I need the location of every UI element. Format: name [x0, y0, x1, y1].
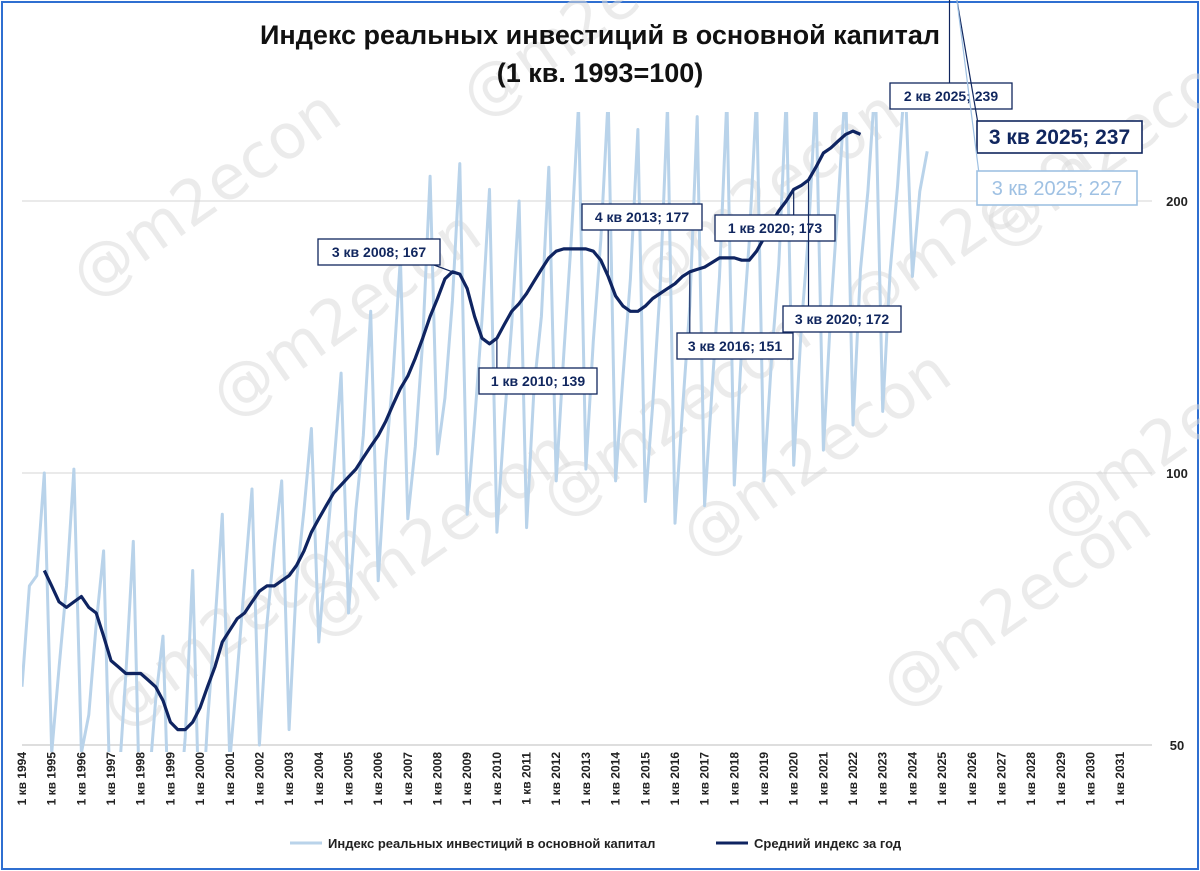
- x-tick-label: 1 кв 2008: [431, 752, 445, 806]
- annotation-box: [976, 170, 1138, 206]
- x-tick-label: 1 кв 2031: [1113, 752, 1127, 806]
- x-tick-label: 1 кв 2025: [935, 752, 949, 806]
- annotation-label: 3 кв 2025; 237: [989, 126, 1130, 149]
- x-tick-label: 1 кв 2006: [371, 752, 385, 806]
- annotation-box: [782, 305, 902, 333]
- y-tick-label: 200: [1166, 194, 1188, 209]
- annotation-label: 3 кв 2020; 172: [795, 311, 889, 327]
- annotation-box: [976, 120, 1143, 154]
- chart-subtitle: (1 кв. 1993=100): [497, 58, 704, 88]
- legend: Индекс реальных инвестиций в основной ка…: [290, 836, 902, 851]
- x-tick-label: 1 кв 2014: [609, 752, 623, 806]
- annotation-label: 1 кв 2010; 139: [491, 373, 585, 389]
- x-tick-label: 1 кв 2023: [876, 752, 890, 806]
- annotation-box: [478, 367, 598, 395]
- x-tick-label: 1 кв 2013: [579, 752, 593, 806]
- chart-title: Индекс реальных инвестиций в основной ка…: [260, 20, 940, 50]
- series-quarterly-index-line: [22, 112, 929, 752]
- annotation-box: [676, 332, 794, 360]
- annotation-label: 2 кв 2025; 239: [904, 88, 998, 104]
- x-tick-label: 1 кв 2001: [223, 752, 237, 806]
- x-tick-label: 1 кв 2016: [668, 752, 682, 806]
- x-tick-label: 1 кв 2011: [520, 752, 534, 805]
- x-tick-label: 1 кв 1998: [134, 752, 148, 806]
- annotation-callout: 3 кв 2025; 227: [956, 0, 1138, 206]
- y-tick-label: 50: [1170, 738, 1184, 753]
- annotation-label: 3 кв 2016; 151: [688, 338, 782, 354]
- x-tick-label: 1 кв 1995: [45, 752, 59, 806]
- y-tick-label: 100: [1166, 466, 1188, 481]
- x-tick-label: 1 кв 2030: [1083, 752, 1097, 806]
- annotation-box: [714, 214, 836, 242]
- x-tick-label: 1 кв 2000: [193, 752, 207, 806]
- annotation-box: [581, 203, 703, 231]
- x-tick-label: 1 кв 2026: [965, 752, 979, 806]
- x-tick-label: 1 кв 2004: [312, 752, 326, 806]
- x-tick-label: 1 кв 1999: [163, 752, 177, 806]
- watermark-text: @m2econ: [197, 194, 494, 432]
- annotation-callout: 1 кв 2020; 173: [714, 189, 836, 242]
- x-tick-label: 1 кв 2017: [698, 752, 712, 806]
- annotation-label: 3 кв 2025; 227: [992, 178, 1123, 200]
- x-tick-label: 1 кв 2005: [341, 752, 355, 806]
- x-tick-label: 1 кв 2015: [638, 752, 652, 806]
- annotation-callout: 3 кв 2025; 237: [956, 0, 1143, 154]
- x-tick-label: 1 кв 1997: [104, 752, 118, 806]
- x-tick-label: 1 кв 2029: [1054, 752, 1068, 806]
- legend-label-annual: Средний индекс за год: [754, 836, 902, 851]
- x-tick-label: 1 кв 2028: [1024, 752, 1038, 806]
- annotation-box: [889, 82, 1013, 110]
- x-axis: 1 кв 1994 1 кв 1995 1 кв 1996 1 кв 1997 1 кв…: [15, 752, 1127, 806]
- annotation-callout: 3 кв 2020; 172: [782, 179, 902, 333]
- annotation-layer: 3 кв 2008; 167 1 кв 2010; 139 4 кв 2013; 1…: [317, 0, 1143, 395]
- annotation-label: 1 кв 2020; 173: [728, 220, 822, 236]
- annotation-leader-line: [433, 264, 453, 273]
- annotation-callout: 1 кв 2010; 139: [478, 338, 598, 395]
- annotation-callout: 2 кв 2025; 239: [889, 0, 1013, 110]
- x-tick-label: 1 кв 1996: [74, 752, 88, 806]
- x-tick-label: 1 кв 2022: [846, 752, 860, 806]
- x-tick-label: 1 кв 2019: [757, 752, 771, 806]
- x-tick-label: 1 кв 2024: [905, 752, 919, 806]
- x-tick-label: 1 кв 2007: [401, 752, 415, 806]
- x-tick-label: 1 кв 2018: [727, 752, 741, 806]
- watermark-text: @m2econ: [57, 74, 354, 312]
- x-tick-label: 1 кв 2021: [816, 752, 830, 806]
- annotation-box: [317, 238, 441, 266]
- x-tick-label: 1 кв 2003: [282, 752, 296, 806]
- annotation-callout: 3 кв 2016; 151: [676, 271, 794, 360]
- annotation-label: 3 кв 2008; 167: [332, 244, 426, 260]
- annotation-label: 4 кв 2013; 177: [595, 209, 689, 225]
- watermark-text: @m2econ: [867, 484, 1164, 722]
- x-tick-label: 1 кв 2009: [460, 752, 474, 806]
- annotation-callout: 4 кв 2013; 177: [581, 203, 703, 277]
- x-tick-label: 1 кв 2020: [787, 752, 801, 806]
- annotation-callout: 3 кв 2008; 167: [317, 238, 453, 273]
- y-axis: 50 100 200: [1166, 194, 1188, 753]
- gridlines: [22, 200, 1152, 746]
- x-tick-label: 1 кв 2027: [994, 752, 1008, 806]
- legend-label-quarterly: Индекс реальных инвестиций в основной ка…: [328, 836, 655, 851]
- x-tick-label: 1 кв 2010: [490, 752, 504, 806]
- x-tick-label: 1 кв 2012: [549, 752, 563, 806]
- x-tick-label: 1 кв 1994: [15, 752, 29, 806]
- series-annual-average-line: [42, 129, 862, 732]
- watermark-text: @m2econ: [1027, 314, 1200, 552]
- x-tick-label: 1 кв 2002: [252, 752, 266, 806]
